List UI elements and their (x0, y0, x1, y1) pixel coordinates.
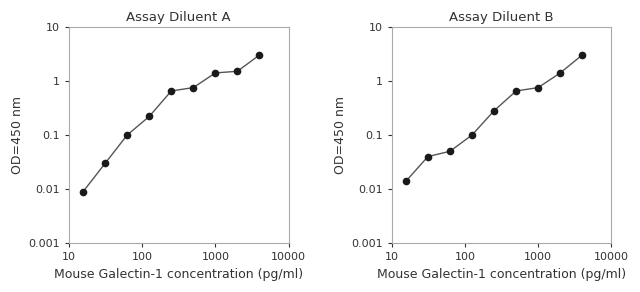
X-axis label: Mouse Galectin-1 concentration (pg/ml): Mouse Galectin-1 concentration (pg/ml) (377, 268, 626, 281)
Title: Assay Diluent B: Assay Diluent B (449, 11, 554, 24)
Y-axis label: OD=450 nm: OD=450 nm (334, 96, 347, 174)
X-axis label: Mouse Galectin-1 concentration (pg/ml): Mouse Galectin-1 concentration (pg/ml) (54, 268, 303, 281)
Y-axis label: OD=450 nm: OD=450 nm (11, 96, 24, 174)
Title: Assay Diluent A: Assay Diluent A (127, 11, 231, 24)
